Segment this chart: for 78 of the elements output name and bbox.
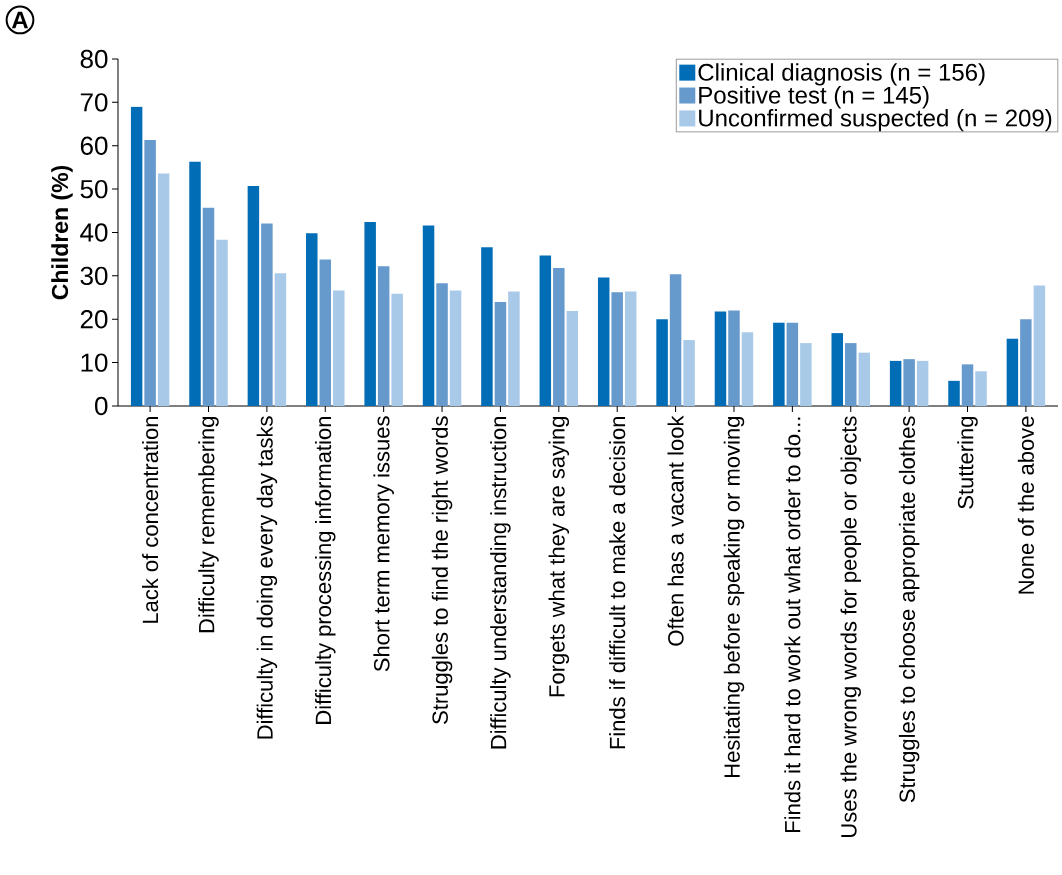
text: A xyxy=(11,11,29,29)
bar xyxy=(274,273,287,406)
x-tick-label: Difficulty understanding instruction xyxy=(490,417,511,749)
bar xyxy=(481,247,493,406)
bar xyxy=(611,292,623,406)
x-tick-label: Lack of concentration xyxy=(142,417,159,623)
y-tick-label: 0 xyxy=(95,396,108,416)
bar xyxy=(1006,338,1019,406)
x-tick-label: Uses the wrong words for people or objects xyxy=(840,416,861,837)
bar xyxy=(656,319,668,406)
bar xyxy=(130,106,143,406)
bar xyxy=(961,364,974,406)
bar xyxy=(216,239,228,406)
bar xyxy=(714,311,727,406)
bar xyxy=(319,259,332,406)
y-tick-label: 30 xyxy=(80,266,108,286)
bar xyxy=(858,352,870,406)
bar xyxy=(539,255,552,406)
x-tick-label: Difficulty remembering xyxy=(198,416,219,633)
bar xyxy=(786,322,799,406)
x-tick-label: Difficulty in doing every day tasks xyxy=(256,416,278,739)
bar xyxy=(948,380,960,406)
bar xyxy=(566,311,579,406)
y-tick-label: 80 xyxy=(80,49,108,69)
bar xyxy=(800,343,812,406)
y-tick-label: 70 xyxy=(80,93,108,112)
bar xyxy=(728,310,740,406)
bar xyxy=(436,283,448,406)
x-tick-label: Stuttering xyxy=(957,416,978,509)
bar xyxy=(597,277,610,406)
x-tick-label: Hesitating before speaking or moving xyxy=(723,417,745,777)
bar xyxy=(669,274,682,406)
x-tick-label: Finds if difficult to make a decision xyxy=(609,417,626,749)
bar xyxy=(364,222,376,406)
legend-label: Clinical diagnosis (n = 156) xyxy=(698,63,985,86)
x-tick-label: Forgets what they are saying xyxy=(548,416,570,697)
y-tick-label: 50 xyxy=(80,179,108,199)
x-tick-label: None of the above xyxy=(1017,416,1034,594)
bar xyxy=(247,186,260,406)
x-tick-label: Struggles to find the right words xyxy=(431,416,453,724)
bar xyxy=(508,291,520,406)
bar xyxy=(844,343,857,406)
bar xyxy=(189,161,201,406)
bar xyxy=(306,233,318,406)
x-tick-label: Difficulty processing information xyxy=(315,417,336,724)
bar xyxy=(144,140,156,406)
bar xyxy=(553,268,565,406)
bar xyxy=(449,290,462,406)
bar xyxy=(916,360,929,406)
y-tick-label: 10 xyxy=(81,353,108,372)
bar xyxy=(773,322,785,406)
bar xyxy=(1033,285,1046,406)
y-axis-title: Children (%) xyxy=(51,165,73,300)
bar xyxy=(157,173,170,406)
legend-label: Unconfirmed suspected (n = 209) xyxy=(699,108,1052,132)
x-tick-label: Finds it hard to work out what order to do... xyxy=(784,417,801,832)
y-tick-label: 60 xyxy=(80,136,108,155)
y-tick-label: 20 xyxy=(80,310,108,329)
bar xyxy=(391,293,403,406)
bar xyxy=(624,291,637,406)
bar xyxy=(261,223,273,406)
bar xyxy=(333,290,345,406)
bar xyxy=(377,266,390,406)
x-tick-label: Often has a vacant look xyxy=(667,415,684,646)
bar xyxy=(903,359,915,406)
legend-label: Positive test (n = 145) xyxy=(699,86,929,109)
bar xyxy=(683,340,695,406)
bar xyxy=(202,207,215,406)
x-tick-label: Short term memory issues xyxy=(373,416,394,672)
bar xyxy=(741,332,754,406)
y-tick-label: 40 xyxy=(80,223,108,242)
bar xyxy=(889,360,902,406)
x-tick-label: Struggles to choose appropriate clothes xyxy=(898,416,920,803)
bar xyxy=(422,225,435,406)
bar xyxy=(975,371,987,406)
bar xyxy=(831,333,843,406)
bar xyxy=(494,301,507,406)
bar xyxy=(1020,319,1032,406)
